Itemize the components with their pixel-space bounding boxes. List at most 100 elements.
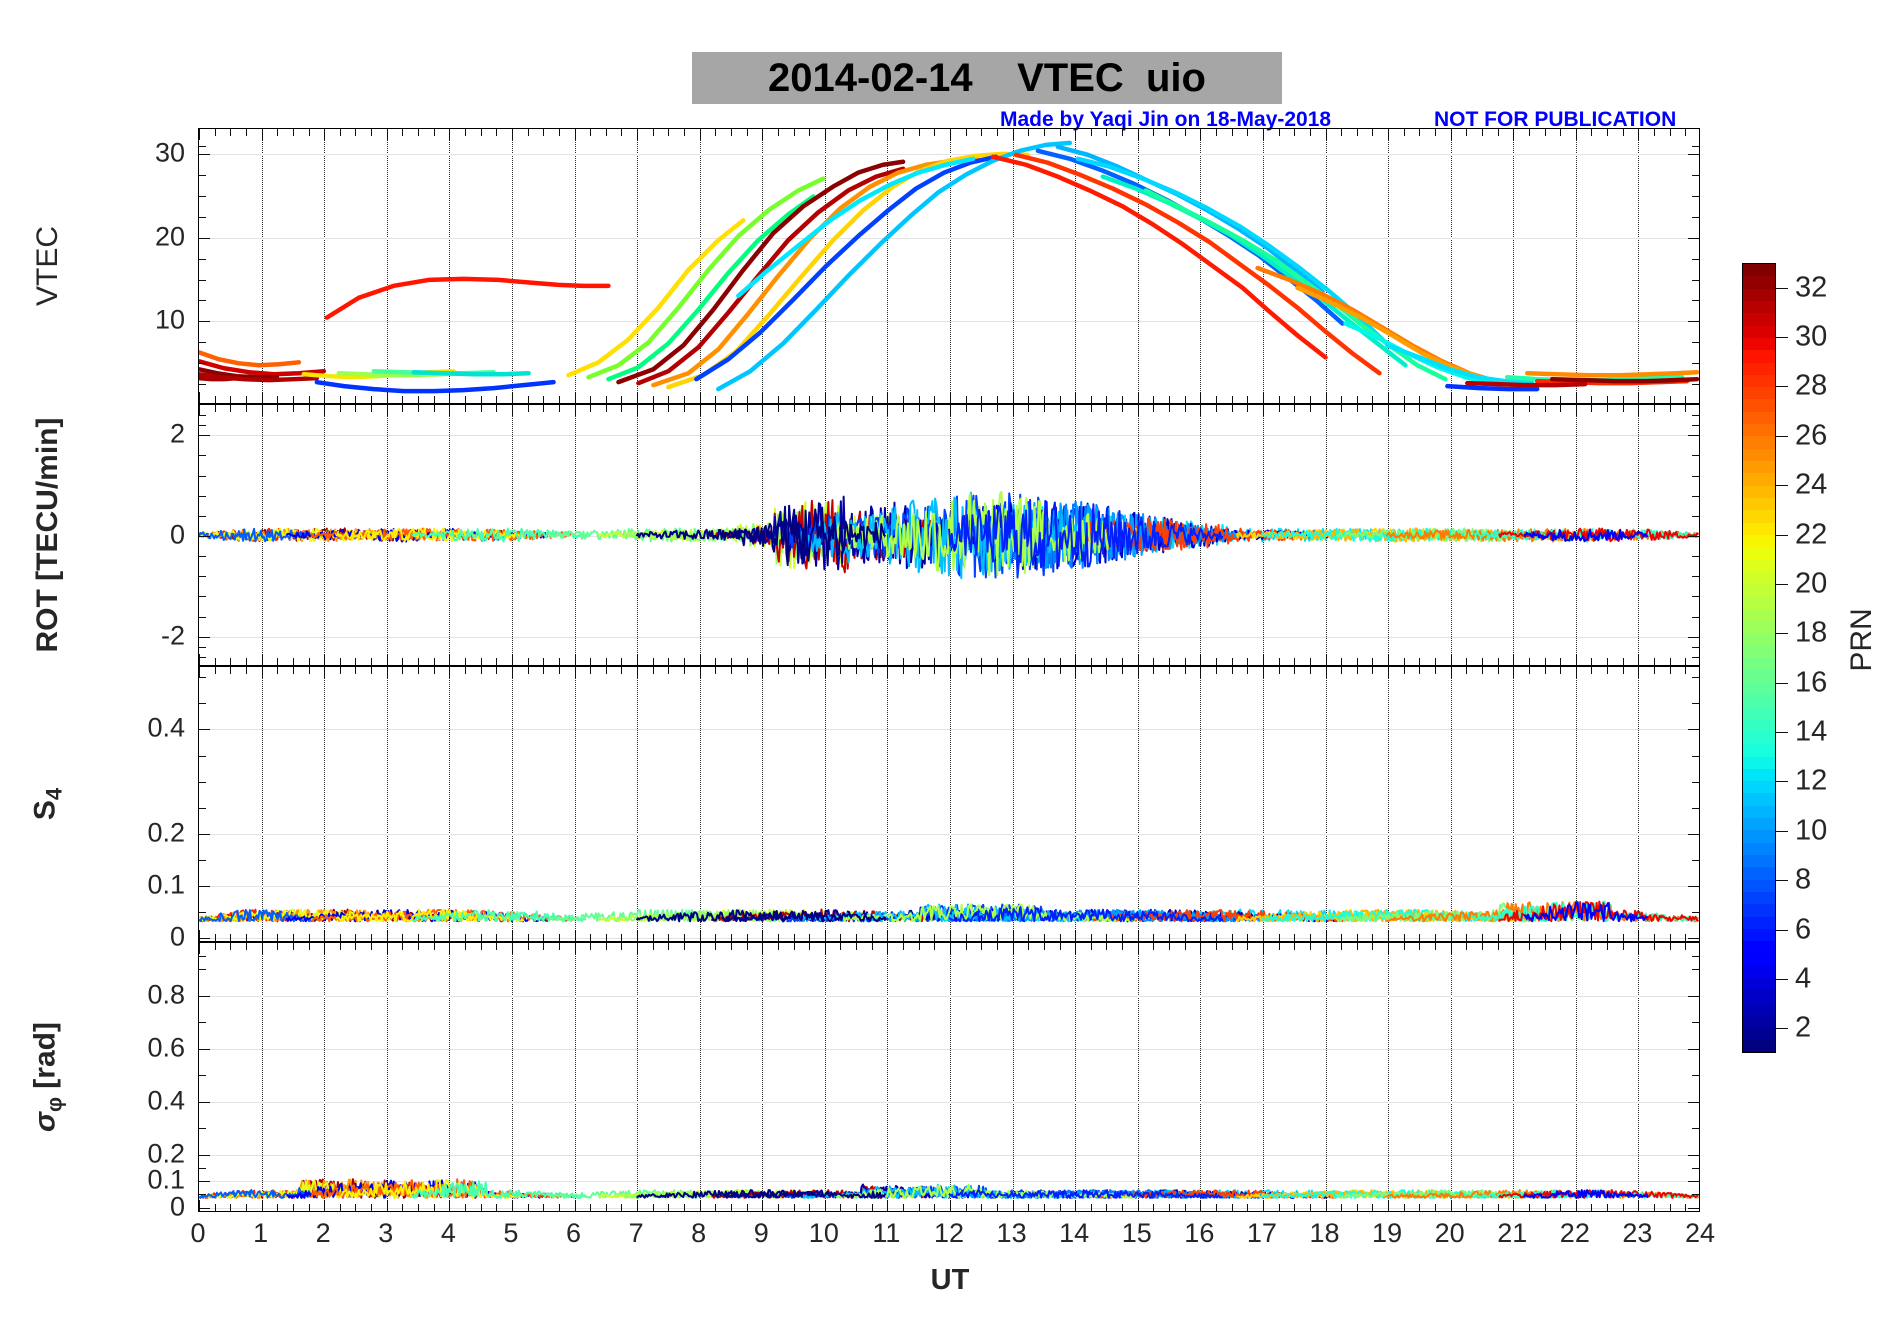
x-tick — [1607, 667, 1609, 674]
gridline-vertical — [1012, 943, 1014, 1211]
x-tick — [449, 1200, 451, 1211]
gridline-vertical — [950, 943, 951, 1211]
x-tick — [996, 129, 998, 136]
x-tick — [996, 943, 998, 950]
y-tick — [1688, 937, 1699, 939]
x-tick — [1043, 943, 1045, 950]
x-tick — [840, 1204, 842, 1211]
x-tick — [464, 1204, 466, 1211]
colorbar-tick — [1776, 830, 1788, 832]
y-tick-label: 0.8 — [147, 979, 185, 1010]
x-tick — [871, 396, 873, 403]
x-tick — [1106, 1204, 1108, 1211]
x-tick — [1215, 405, 1217, 412]
gridline-vertical — [699, 129, 701, 403]
y-tick-minor — [1692, 1168, 1699, 1169]
x-tick — [1247, 405, 1249, 412]
x-tick — [1262, 405, 1264, 416]
x-tick — [1575, 654, 1577, 665]
x-tick — [1528, 405, 1530, 412]
plot-area-vtec — [199, 129, 1699, 403]
gridline-vertical — [511, 943, 513, 1211]
x-tick — [1137, 667, 1139, 678]
x-tick — [214, 396, 216, 403]
y-tick-minor — [199, 175, 206, 176]
x-tick — [371, 934, 373, 941]
x-tick — [652, 667, 654, 674]
x-tick — [1607, 934, 1609, 941]
x-tick — [793, 667, 795, 674]
x-tick — [1388, 392, 1390, 403]
x-tick — [1231, 405, 1233, 412]
gridline-vertical — [1075, 943, 1077, 1211]
x-tick — [777, 934, 779, 941]
x-tick — [809, 396, 811, 403]
x-tick — [762, 654, 764, 665]
colorbar-segment — [1743, 830, 1775, 846]
x-tick — [777, 658, 779, 665]
x-tick — [824, 667, 826, 678]
x-tick — [809, 943, 811, 950]
x-tick — [856, 667, 858, 674]
x-tick — [887, 129, 889, 140]
gridline-vertical — [1137, 943, 1139, 1211]
x-tick — [715, 129, 717, 136]
y-tick-minor — [1692, 1075, 1699, 1077]
y-tick-minor — [199, 596, 206, 598]
colorbar-segment — [1743, 608, 1775, 624]
x-tick — [1669, 934, 1671, 941]
x-tick — [1090, 658, 1092, 665]
x-tick-label: 23 — [1622, 1218, 1653, 1248]
x-tick — [1419, 943, 1421, 950]
x-tick — [1169, 396, 1171, 403]
x-tick — [1278, 1204, 1280, 1211]
x-tick — [918, 658, 920, 665]
x-tick — [1638, 654, 1640, 665]
x-tick — [965, 1204, 967, 1211]
y-tick — [199, 154, 210, 156]
x-tick — [1591, 658, 1593, 665]
y-tick — [199, 1048, 210, 1050]
x-tick — [1137, 654, 1139, 665]
x-tick — [1466, 934, 1468, 941]
x-tick — [261, 129, 263, 140]
x-tick — [1669, 667, 1671, 674]
x-tick — [840, 934, 842, 941]
colorbar-prn[interactable] — [1742, 263, 1776, 1053]
gridline-vertical — [1075, 129, 1077, 403]
x-tick — [1231, 934, 1233, 941]
x-tick — [1669, 1204, 1671, 1211]
x-tick — [418, 658, 420, 665]
y-tick-minor — [199, 342, 206, 344]
x-tick — [1028, 667, 1030, 674]
grid-vtec — [199, 129, 1699, 403]
x-tick — [1497, 396, 1499, 403]
x-tick — [433, 934, 435, 941]
x-tick — [1388, 667, 1390, 678]
x-tick — [1638, 405, 1640, 416]
x-tick — [856, 396, 858, 403]
x-tick — [1654, 667, 1656, 674]
x-tick — [1012, 405, 1014, 416]
x-tick — [261, 943, 263, 954]
y-tick-minor — [1692, 556, 1699, 558]
y-tick-minor — [199, 646, 206, 648]
x-tick — [1262, 1200, 1264, 1211]
gridline-vertical — [1388, 943, 1390, 1211]
x-tick — [1341, 1204, 1343, 1211]
x-tick — [574, 654, 576, 665]
x-tick — [1278, 934, 1280, 941]
x-tick — [1309, 943, 1311, 950]
x-tick — [277, 1204, 279, 1211]
x-tick — [1497, 667, 1499, 674]
x-tick — [684, 934, 686, 941]
x-tick — [527, 934, 529, 941]
x-tick — [1403, 405, 1405, 412]
x-tick — [1184, 943, 1186, 950]
gridline-horizontal — [199, 937, 1699, 939]
colorbar-tick — [1776, 534, 1788, 536]
x-tick — [1654, 396, 1656, 403]
x-tick — [1122, 129, 1124, 136]
y-tick-minor — [199, 859, 206, 861]
x-tick — [1513, 129, 1515, 140]
